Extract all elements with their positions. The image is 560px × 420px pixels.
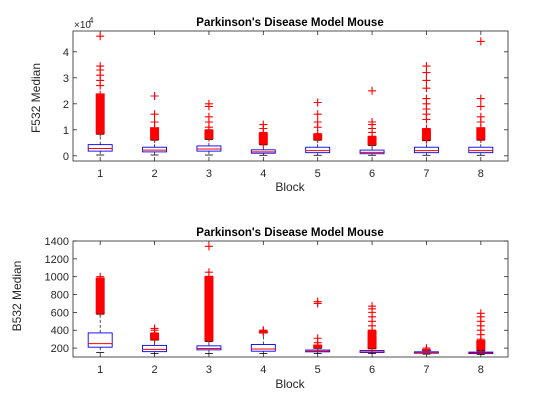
bottom-outlier-marker [204, 317, 213, 326]
bottom-outlier-marker [313, 297, 322, 306]
bottom-outlier-marker [204, 268, 213, 277]
bottom-outlier-marker [204, 299, 213, 308]
top-outlier-marker [368, 86, 377, 95]
top-ytick-label: 0 [63, 151, 69, 163]
top-outlier-marker [313, 98, 322, 107]
bottom-outlier-marker [259, 326, 268, 335]
top-outlier-marker [259, 120, 268, 129]
bottom-outlier-marker [368, 302, 377, 311]
bottom-ytick-label: 200 [51, 343, 69, 355]
bottom-xtick-label: 7 [423, 364, 429, 376]
top-box-2 [142, 146, 168, 153]
bottom-outlier-marker [204, 281, 213, 290]
bottom-xtick-label: 3 [206, 364, 212, 376]
bottom-chart: Parkinson's Disease Model Mouse Block B5… [10, 227, 509, 391]
top-outlier-marker [368, 118, 377, 126]
top-xtick-label: 5 [315, 168, 321, 180]
bottom-box-4 [250, 344, 276, 352]
bottom-outlier-marker [204, 290, 213, 299]
bottom-ytick-label: 1200 [45, 254, 69, 266]
top-xtick-label: 7 [423, 168, 429, 180]
top-outlier-marker [422, 76, 431, 85]
top-box-5 [305, 146, 331, 154]
top-outlier-marker [150, 92, 159, 100]
top-chart-exponent-power: 4 [89, 16, 94, 25]
top-chart-title: Parkinson's Disease Model Mouse [196, 17, 383, 29]
bottom-ytick-label: 1000 [45, 272, 69, 284]
bottom-chart-plot: 200 400 600 800 1000 1200 1400 1 2 3 4 5 6 7 8 [45, 236, 509, 376]
top-outlier-marker [313, 110, 322, 119]
top-outlier-marker [313, 118, 322, 126]
top-outlier-marker [476, 37, 485, 46]
top-box-7 [413, 146, 439, 154]
top-axes-box [72, 30, 509, 162]
bottom-chart-title: Parkinson's Disease Model Mouse [196, 227, 383, 239]
bottom-box-3 [196, 345, 222, 351]
bottom-axes-box [72, 240, 509, 358]
top-xtick-label: 2 [152, 168, 158, 180]
top-outlier-marker [422, 62, 431, 71]
top-outlier-marker [96, 90, 105, 99]
bottom-chart-xlabel: Block [275, 377, 305, 391]
top-outlier-marker [476, 102, 485, 111]
top-chart: Parkinson's Disease Model Mouse Block F5… [29, 16, 509, 194]
top-outlier-marker [422, 94, 431, 103]
top-ytick-label: 4 [63, 47, 69, 59]
top-xtick-label: 4 [260, 168, 266, 180]
bottom-xtick-label: 1 [97, 364, 103, 376]
top-xtick-label: 6 [369, 168, 375, 180]
bottom-ytick-label: 1400 [45, 236, 69, 248]
bottom-chart-ylabel: B532 Median [10, 261, 24, 332]
top-outlier-marker [204, 99, 213, 108]
top-outlier-marker [96, 62, 105, 71]
top-outlier-marker [204, 112, 213, 121]
top-ytick-label: 1 [63, 125, 69, 137]
top-chart-plot: 0 1 2 3 4 1 2 3 4 5 6 7 8 [63, 30, 509, 180]
bottom-outlier-marker [204, 308, 213, 317]
bottom-outlier-marker [313, 334, 322, 343]
bottom-xtick-label: 4 [260, 364, 266, 376]
top-xtick-label: 8 [478, 168, 484, 180]
bottom-outlier-marker [204, 242, 213, 251]
top-outlier-marker [476, 112, 485, 121]
top-xtick-label: 1 [97, 168, 103, 180]
top-ytick-label: 3 [63, 73, 69, 85]
top-outlier-marker [476, 94, 485, 103]
top-outlier-marker [150, 118, 159, 126]
bottom-xtick-label: 8 [478, 364, 484, 376]
bottom-outlier-marker [476, 309, 485, 318]
top-outlier-marker [422, 124, 431, 133]
bottom-xtick-label: 6 [369, 364, 375, 376]
top-chart-xlabel: Block [275, 180, 305, 194]
top-chart-exponent-label: ×10 [74, 20, 91, 31]
bottom-xtick-label: 5 [315, 364, 321, 376]
top-outlier-marker [422, 84, 431, 93]
bottom-outlier-marker [422, 344, 431, 353]
top-box-8 [468, 146, 494, 154]
bottom-outlier-marker [96, 272, 105, 281]
bottom-box-2 [142, 344, 168, 353]
bottom-xtick-label: 2 [152, 364, 158, 376]
top-outlier-marker [150, 110, 159, 119]
top-ytick-label: 2 [63, 99, 69, 111]
bottom-box-1 [87, 332, 113, 348]
bottom-ytick-label: 800 [51, 290, 69, 302]
bottom-outlier-marker [204, 326, 213, 335]
bottom-ytick-label: 600 [51, 307, 69, 319]
top-outlier-marker [96, 32, 105, 41]
top-xtick-label: 3 [206, 168, 212, 180]
top-box-6 [359, 149, 385, 155]
top-box-1 [87, 144, 113, 152]
top-box-3 [196, 145, 222, 152]
bottom-outlier-marker [150, 324, 159, 333]
bottom-ytick-label: 400 [51, 325, 69, 337]
bottom-outlier-marker [204, 335, 213, 344]
top-chart-ylabel: F532 Median [29, 63, 43, 133]
